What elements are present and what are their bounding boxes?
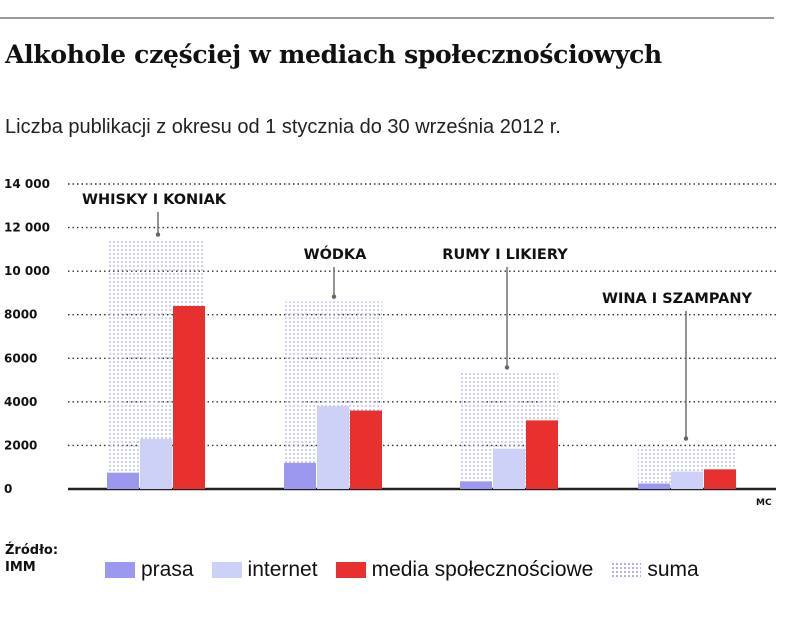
bar-prasa — [638, 483, 670, 489]
y-tick-label: 10 000 — [4, 264, 50, 278]
legend: prasa internet media społecznościowe sum… — [105, 555, 717, 585]
legend-swatch-media — [335, 562, 366, 578]
source-label: Źródło: — [5, 543, 59, 558]
legend-item-prasa: prasa — [105, 558, 194, 582]
top-rule — [0, 17, 774, 19]
bar-prasa — [284, 462, 316, 489]
legend-swatch-internet — [211, 562, 242, 578]
source-block: Źródło: IMM — [5, 542, 58, 576]
leader-dot — [331, 294, 337, 299]
legend-label-suma: suma — [647, 558, 699, 581]
leader-dot — [683, 436, 689, 441]
y-tick-label: 4000 — [4, 395, 37, 409]
legend-item-suma: suma — [611, 558, 699, 582]
bar-prasa — [107, 472, 139, 489]
credit-label: MC — [756, 498, 772, 508]
chart-title: Alkohole częściej w mediach społeczności… — [5, 40, 662, 69]
legend-label-prasa: prasa — [141, 558, 194, 581]
category-label: WHISKY I KONIAK — [82, 192, 227, 208]
bar-internet — [140, 438, 172, 489]
chart-subtitle: Liczba publikacji z okresu od 1 stycznia… — [5, 116, 561, 138]
leader-dot — [155, 232, 161, 237]
y-tick-label: 8000 — [4, 308, 37, 322]
legend-swatch-prasa — [105, 562, 135, 578]
bar-internet — [493, 448, 525, 489]
category-label: RUMY I LIKIERY — [442, 247, 568, 263]
category-label: WÓDKA — [304, 245, 368, 263]
bar-media — [526, 420, 558, 489]
legend-label-media: media społecznościowe — [371, 558, 594, 581]
bar-internet — [317, 406, 349, 489]
y-tick-label: 2000 — [4, 438, 37, 452]
legend-item-internet: internet — [211, 558, 318, 582]
bar-media — [704, 469, 736, 489]
bar-media — [350, 410, 382, 489]
source-value: IMM — [5, 560, 36, 575]
y-tick-label: 12 000 — [4, 221, 50, 235]
leader-dot — [504, 365, 510, 370]
y-tick-label: 0 — [4, 482, 12, 496]
bar-prasa — [460, 481, 492, 489]
bar-media — [173, 306, 205, 489]
legend-swatch-suma — [611, 562, 642, 578]
bar-chart: 14 000 12 000 10 000 8000 6000 4000 2000 0 WHISK… — [4, 177, 776, 508]
bar-internet — [671, 471, 703, 489]
y-tick-label: 6000 — [4, 351, 37, 365]
category-label: WINA I SZAMPANY — [602, 291, 752, 307]
y-tick-label: 14 000 — [4, 177, 50, 191]
legend-item-media: media społecznościowe — [335, 558, 594, 582]
legend-label-internet: internet — [247, 558, 318, 581]
